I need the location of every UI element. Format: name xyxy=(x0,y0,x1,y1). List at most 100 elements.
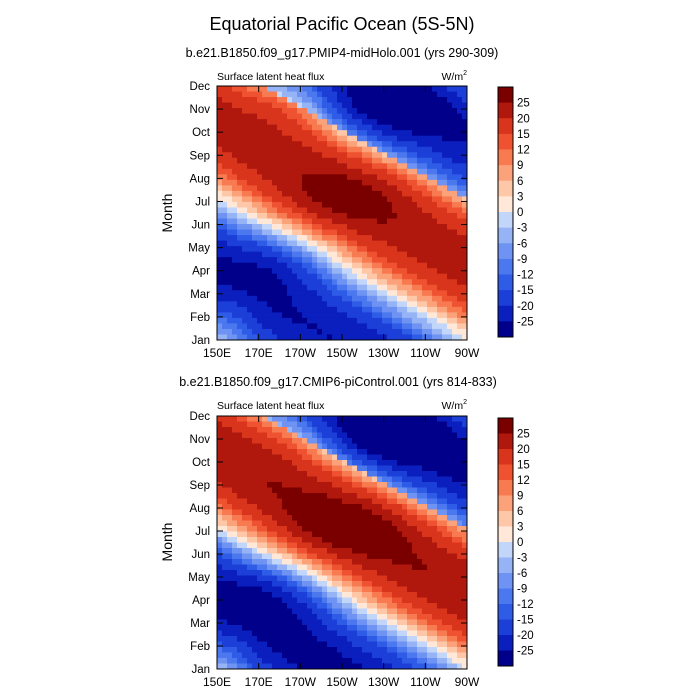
heatmap-cell xyxy=(437,328,443,336)
heatmap-cell xyxy=(447,663,453,669)
heatmap-cell xyxy=(412,443,418,450)
heatmap-cell xyxy=(282,91,288,98)
heatmap-cell xyxy=(342,559,348,566)
heatmap-cell xyxy=(222,636,228,643)
heatmap-cell xyxy=(302,603,308,610)
heatmap-cell xyxy=(412,201,418,209)
heatmap-cell xyxy=(302,257,308,264)
heatmap-cell xyxy=(427,652,433,659)
heatmap-cell xyxy=(252,102,258,109)
heatmap-cell xyxy=(387,152,393,159)
heatmap-cell xyxy=(237,108,243,115)
heatmap-cell xyxy=(367,548,373,555)
heatmap-cell xyxy=(262,608,268,615)
heatmap-cell xyxy=(277,482,283,489)
heatmap-cell xyxy=(312,520,318,527)
heatmap-cell xyxy=(372,334,378,340)
heatmap-cell xyxy=(427,537,433,544)
heatmap-cell xyxy=(277,334,283,340)
heatmap-cell xyxy=(442,526,448,533)
heatmap-cell xyxy=(462,421,467,428)
heatmap-cell xyxy=(402,268,408,275)
heatmap-cell xyxy=(392,201,398,209)
heatmap-cell xyxy=(337,317,343,325)
heatmap-cell xyxy=(222,575,228,582)
heatmap-cell xyxy=(312,268,318,275)
heatmap-cell xyxy=(357,108,363,115)
heatmap-cell xyxy=(292,564,298,571)
heatmap-cell xyxy=(347,416,353,423)
heatmap-cell xyxy=(287,157,293,164)
heatmap-cell xyxy=(367,636,373,643)
heatmap-cell xyxy=(252,658,258,665)
heatmap-cell xyxy=(237,416,243,423)
heatmap-cell xyxy=(397,213,403,220)
top-x-tick-label: 110W xyxy=(410,346,441,360)
heatmap-cell xyxy=(462,268,467,275)
heatmap-cell xyxy=(247,190,253,198)
heatmap-cell xyxy=(392,152,398,159)
heatmap-cell xyxy=(332,113,338,120)
heatmap-cell xyxy=(247,163,253,170)
heatmap-cell xyxy=(332,608,338,615)
heatmap-cell xyxy=(227,597,233,604)
heatmap-cell xyxy=(412,119,418,126)
heatmap-cell xyxy=(447,603,453,610)
heatmap-cell xyxy=(322,509,328,516)
bottom-y-tick-label: Jun xyxy=(191,549,210,561)
heatmap-cell xyxy=(452,196,458,203)
heatmap-cell xyxy=(422,124,428,131)
heatmap-cell xyxy=(282,493,288,500)
heatmap-cell xyxy=(352,537,358,544)
heatmap-cell xyxy=(417,97,423,104)
heatmap-cell xyxy=(462,207,467,214)
heatmap-cell xyxy=(222,487,228,494)
heatmap-cell xyxy=(457,240,463,247)
heatmap-cell xyxy=(372,597,378,604)
heatmap-cell xyxy=(312,135,318,142)
heatmap-cell xyxy=(347,454,353,461)
heatmap-cell xyxy=(362,608,368,615)
heatmap-cell xyxy=(222,135,228,142)
bottom-x-tick-label: 150W xyxy=(326,675,358,689)
heatmap-cell xyxy=(362,564,368,571)
heatmap-cell xyxy=(332,526,338,533)
heatmap-cell xyxy=(447,421,453,428)
heatmap-cell xyxy=(437,251,443,258)
heatmap-cell xyxy=(332,273,338,280)
heatmap-cell xyxy=(367,295,373,302)
heatmap-cell xyxy=(352,586,358,593)
heatmap-cell xyxy=(422,190,428,198)
heatmap-cell xyxy=(432,235,438,242)
heatmap-cell xyxy=(257,190,263,198)
heatmap-cell xyxy=(337,465,343,472)
heatmap-cell xyxy=(422,235,428,242)
heatmap-cell xyxy=(252,97,258,104)
heatmap-cell xyxy=(442,218,448,225)
heatmap-cell xyxy=(252,586,258,593)
heatmap-cell xyxy=(457,537,463,544)
heatmap-cell xyxy=(427,152,433,159)
heatmap-cell xyxy=(397,201,403,209)
heatmap-cell xyxy=(232,174,238,181)
heatmap-cell xyxy=(417,619,423,626)
heatmap-cell xyxy=(262,218,268,225)
heatmap-cell xyxy=(232,608,238,615)
heatmap-cell xyxy=(452,119,458,126)
heatmap-cell xyxy=(377,630,383,637)
heatmap-cell xyxy=(312,119,318,126)
heatmap-cell xyxy=(447,493,453,500)
heatmap-cell xyxy=(242,625,248,632)
heatmap-cell xyxy=(417,301,423,308)
heatmap-cell xyxy=(257,224,263,231)
heatmap-cell xyxy=(327,575,333,582)
heatmap-cell xyxy=(417,564,423,571)
heatmap-cell xyxy=(272,262,278,269)
heatmap-cell xyxy=(262,553,268,560)
heatmap-cell xyxy=(452,279,458,286)
heatmap-cell xyxy=(357,124,363,131)
heatmap-cell xyxy=(442,235,448,242)
heatmap-cell xyxy=(277,575,283,582)
heatmap-cell xyxy=(432,465,438,472)
heatmap-cell xyxy=(242,476,248,483)
